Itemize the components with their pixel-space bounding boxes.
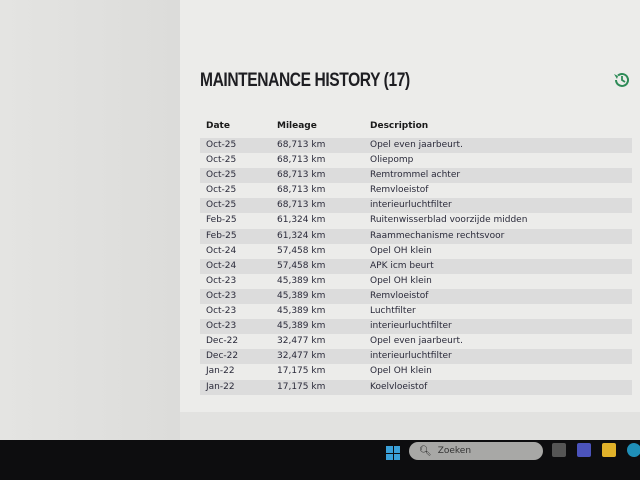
table-row: Dec-22 32,477 km Opel even jaarbeurt. [200,334,632,349]
cell-description: Raammechanisme rechtsvoor [370,230,505,241]
windows-start-icon[interactable] [386,446,400,460]
cell-mileage: 32,477 km [277,336,326,347]
page-footer-area [180,412,640,440]
cell-mileage: 68,713 km [277,170,326,181]
header-description: Description [370,121,429,131]
cell-description: Opel OH klein [370,245,432,256]
header-date: Date [206,121,230,131]
cell-mileage: 57,458 km [277,245,326,256]
taskbar-search[interactable]: 🔍︎ Zoeken [409,442,543,460]
cell-mileage: 17,175 km [277,381,326,392]
cell-date: Jan-22 [206,381,235,392]
table-row: Oct-25 68,713 km Oliepomp [200,153,632,168]
table-row: Oct-23 45,389 km Opel OH klein [200,274,632,289]
cell-mileage: 61,324 km [277,215,326,226]
cell-description: Opel OH klein [370,275,432,286]
cell-description: Opel OH klein [370,366,432,377]
cell-description: Opel even jaarbeurt. [370,140,463,150]
cell-mileage: 32,477 km [277,351,326,362]
table-row: Oct-25 68,713 km Remtrommel achter [200,168,632,184]
cell-mileage: 61,324 km [277,230,326,241]
maintenance-table: Date Mileage Description Oct-25 68,713 km… [200,118,632,395]
cell-date: Jan-22 [206,366,235,377]
file-explorer-icon[interactable] [602,443,616,457]
table-row: Jan-22 17,175 km Koelvloeistof [200,379,632,395]
cell-date: Oct-25 [206,200,237,211]
edge-icon[interactable] [627,443,640,457]
left-pane [0,0,180,440]
cell-mileage: 68,713 km [277,155,326,166]
cell-mileage: 57,458 km [277,260,326,271]
cell-date: Feb-25 [206,230,237,241]
table-row: Oct-23 45,389 km interieurluchtfilter [200,319,632,335]
table-header: Date Mileage Description [200,118,632,138]
cell-date: Dec-22 [206,336,239,347]
history-icon[interactable] [612,70,632,90]
cell-date: Dec-22 [206,351,239,362]
table-row: Oct-23 45,389 km Luchtfilter [200,304,632,319]
cell-description: Ruitenwisserblad voorzijde midden [370,215,528,226]
table-row: Oct-24 57,458 km Opel OH klein [200,244,632,259]
cell-description: interieurluchtfilter [370,351,452,362]
table-row: Oct-23 45,389 km Remvloeistof [200,288,632,305]
cell-description: interieurluchtfilter [370,321,452,332]
table-row: Oct-25 68,713 km interieurluchtfilter [200,198,632,214]
cell-date: Oct-24 [206,260,237,271]
table-row: Oct-25 68,713 km Remvloeistof [200,183,632,198]
table-row: Oct-25 68,713 km Opel even jaarbeurt. [200,138,632,154]
table-row: Feb-25 61,324 km Ruitenwisserblad voorzijd… [200,213,632,228]
search-icon: 🔍︎ [419,445,432,457]
cell-date: Oct-24 [206,245,237,256]
page-title: MAINTENANCE HISTORY (17) [200,70,410,91]
header-mileage: Mileage [277,121,317,131]
table-row: Feb-25 61,324 km Raammechanisme rechtsvoor [200,228,632,244]
cell-description: Remvloeistof [370,290,429,301]
cell-date: Oct-23 [206,321,237,332]
taskbar [0,440,640,480]
cell-description: Oliepomp [370,155,414,166]
cell-mileage: 68,713 km [277,185,326,196]
cell-date: Oct-25 [206,185,237,196]
cell-description: Remtrommel achter [370,170,461,181]
cell-date: Oct-23 [206,290,237,301]
table-row: Oct-24 57,458 km APK icm beurt [200,258,632,274]
search-placeholder: Zoeken [437,446,472,456]
table-row: Jan-22 17,175 km Opel OH klein [200,364,632,379]
cell-date: Feb-25 [206,215,237,226]
cell-description: APK icm beurt [370,260,434,271]
cell-description: Opel even jaarbeurt. [370,336,463,347]
cell-date: Oct-23 [206,306,237,317]
cell-date: Oct-23 [206,275,237,286]
teams-icon[interactable] [577,443,591,457]
cell-description: Koelvloeistof [370,381,428,392]
cell-mileage: 45,389 km [277,275,326,286]
cell-mileage: 68,713 km [277,140,326,150]
cell-date: Oct-25 [206,170,237,181]
cell-mileage: 45,389 km [277,306,326,317]
cell-date: Oct-25 [206,140,237,150]
cell-mileage: 45,389 km [277,321,326,332]
cell-mileage: 17,175 km [277,366,326,377]
cell-mileage: 45,389 km [277,290,326,301]
task-view-icon[interactable] [552,443,566,457]
table-row: Dec-22 32,477 km interieurluchtfilter [200,349,632,365]
cell-mileage: 68,713 km [277,200,326,211]
cell-date: Oct-25 [206,155,237,166]
cell-description: interieurluchtfilter [370,200,452,211]
cell-description: Luchtfilter [370,306,416,317]
cell-description: Remvloeistof [370,185,429,196]
